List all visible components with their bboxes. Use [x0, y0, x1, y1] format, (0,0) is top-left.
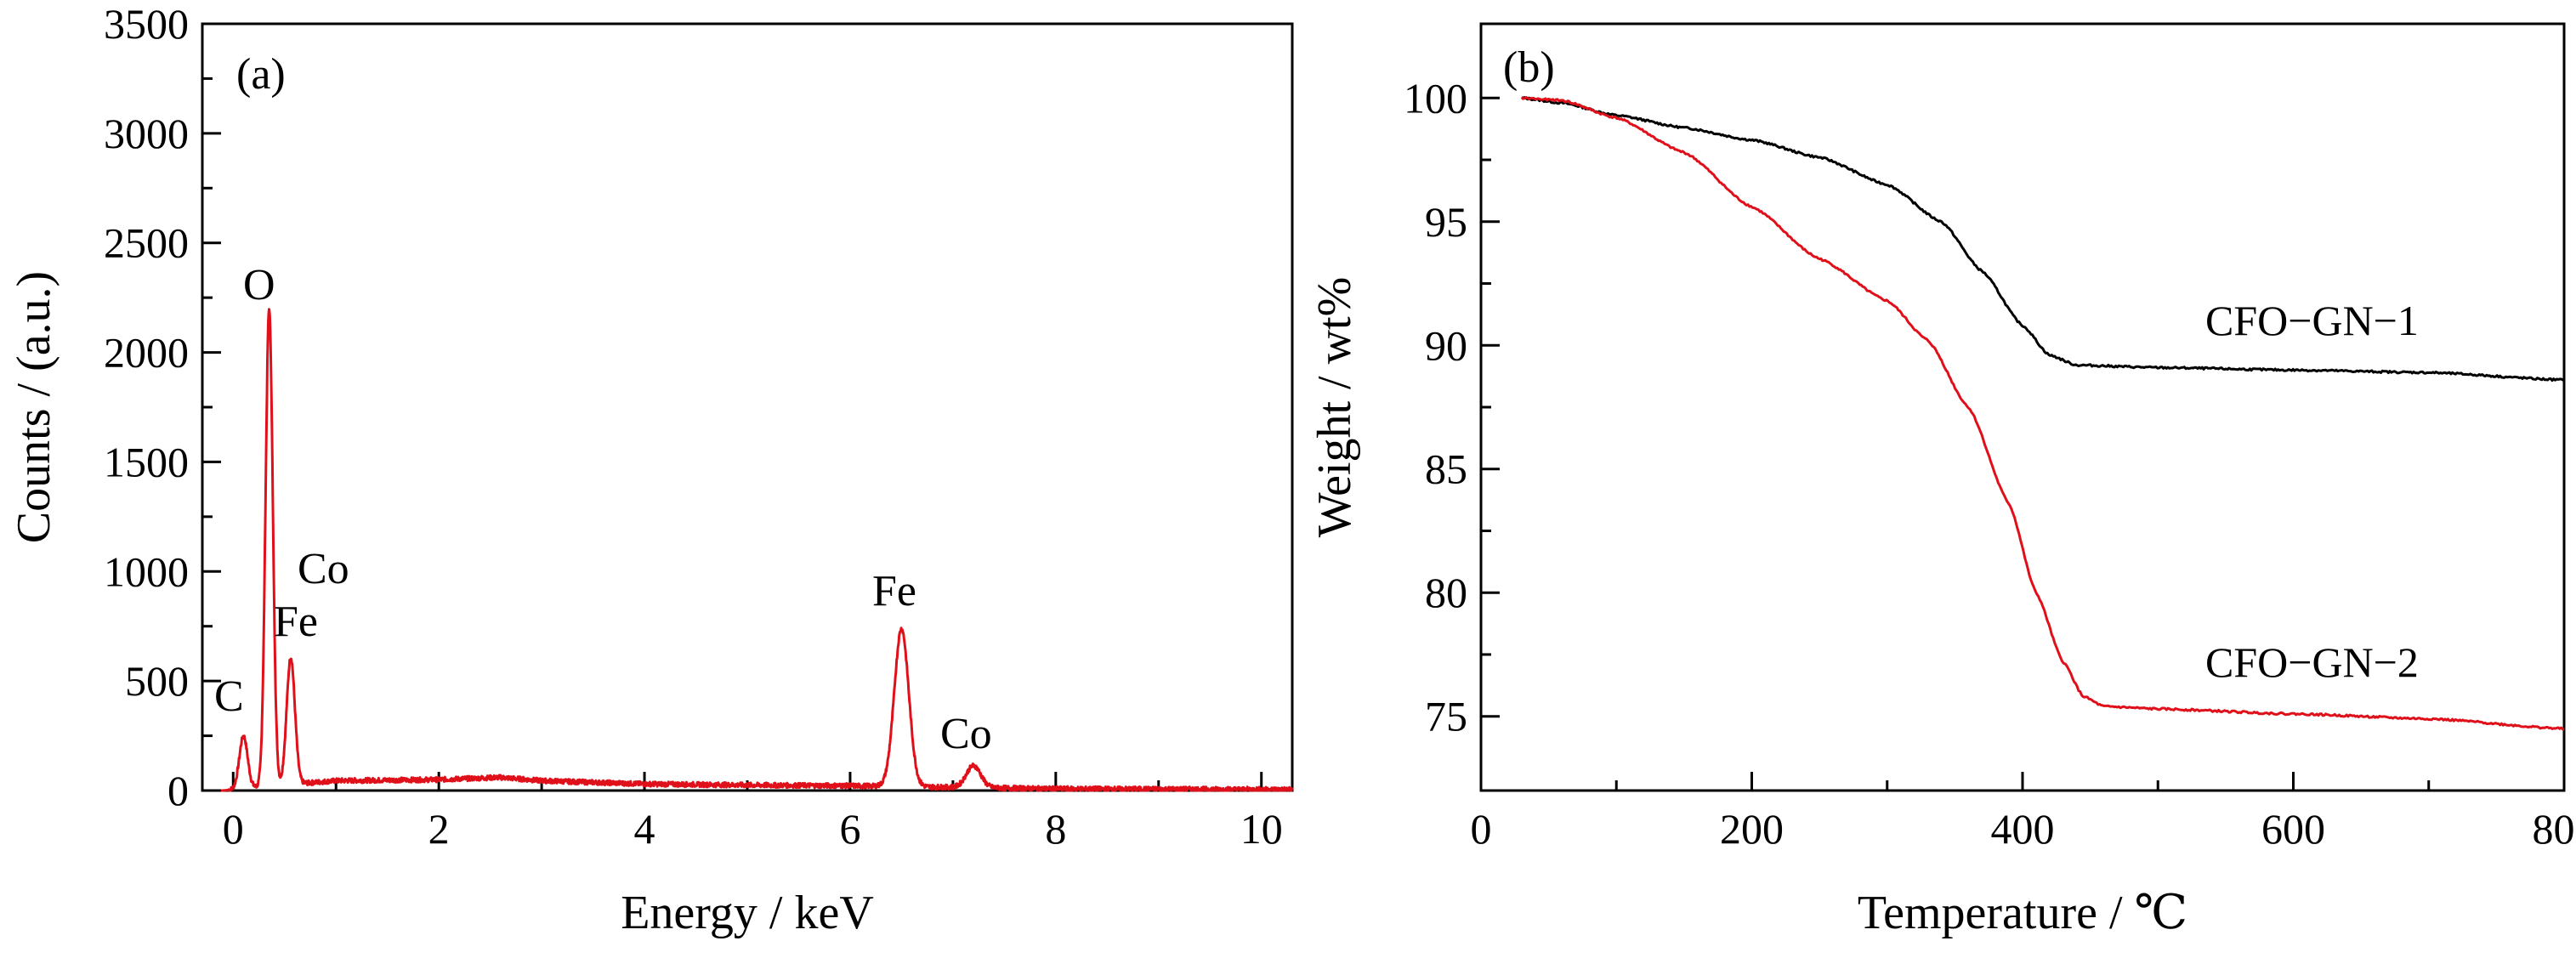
x-axis-title: Energy / keV: [621, 887, 874, 939]
peak-label: Fe: [274, 598, 318, 646]
x-tick-label: 8: [1045, 805, 1066, 853]
panel-a-chart: 0 2 4 6 8 10 0 500 1000 1500 2000 2500 3000 3500 C O Fe C…: [8, 0, 1294, 939]
series-line-2: [1520, 96, 2565, 731]
x-tick-label: 0: [223, 805, 244, 853]
peak-label: Co: [940, 710, 992, 758]
y-tick-label: 3000: [104, 110, 189, 157]
series-label-2: CFO−GN−2: [2205, 638, 2419, 686]
x-tick-label: 200: [1720, 805, 1784, 853]
y-axis-title: Weight / wt%: [1308, 277, 1361, 538]
x-tick-label: 4: [634, 805, 655, 853]
y-tick-label: 90: [1425, 321, 1467, 369]
y-tick-label: 2500: [104, 219, 189, 267]
series-label-1: CFO−GN−1: [2205, 297, 2419, 344]
y-tick-label: 0: [167, 767, 189, 814]
x-tick-label: 0: [1471, 805, 1492, 853]
panel-label-a: (a): [236, 50, 286, 99]
y-tick-label: 1000: [104, 547, 189, 595]
peak-label: Co: [298, 545, 349, 593]
x-tick-label: 600: [2261, 805, 2325, 853]
x-axis-title: Temperature / ℃: [1858, 887, 2187, 939]
panel-b-chart: 0 200 400 600 800 75 80 85 90 95 100 CFO−GN−1 CFO−GN…: [1308, 22, 2576, 939]
y-tick-label: 2000: [104, 329, 189, 377]
peak-label: C: [214, 672, 244, 721]
panel-label-b: (b): [1503, 43, 1555, 92]
peak-label: O: [243, 261, 275, 309]
y-tick-label: 3500: [104, 0, 189, 48]
y-tick-label: 80: [1425, 569, 1467, 616]
peak-label: Fe: [872, 567, 916, 615]
x-tick-label: 6: [839, 805, 860, 853]
x-tick-label: 400: [1991, 805, 2055, 853]
series-line-1: [1521, 96, 2565, 383]
y-tick-label: 75: [1425, 693, 1467, 740]
x-tick-label: 2: [428, 805, 450, 853]
y-tick-label: 85: [1425, 445, 1467, 493]
y-tick-label: 95: [1425, 198, 1467, 246]
y-tick-label: 100: [1404, 74, 1467, 122]
y-tick-label: 500: [125, 657, 189, 705]
spectrum-line: [219, 308, 1294, 792]
x-tick-label: 10: [1240, 805, 1283, 853]
x-tick-label: 800: [2533, 805, 2576, 853]
y-axis-title: Counts / (a.u.): [8, 271, 60, 543]
plot-frame: [201, 22, 1294, 792]
y-tick-label: 1500: [104, 438, 189, 485]
